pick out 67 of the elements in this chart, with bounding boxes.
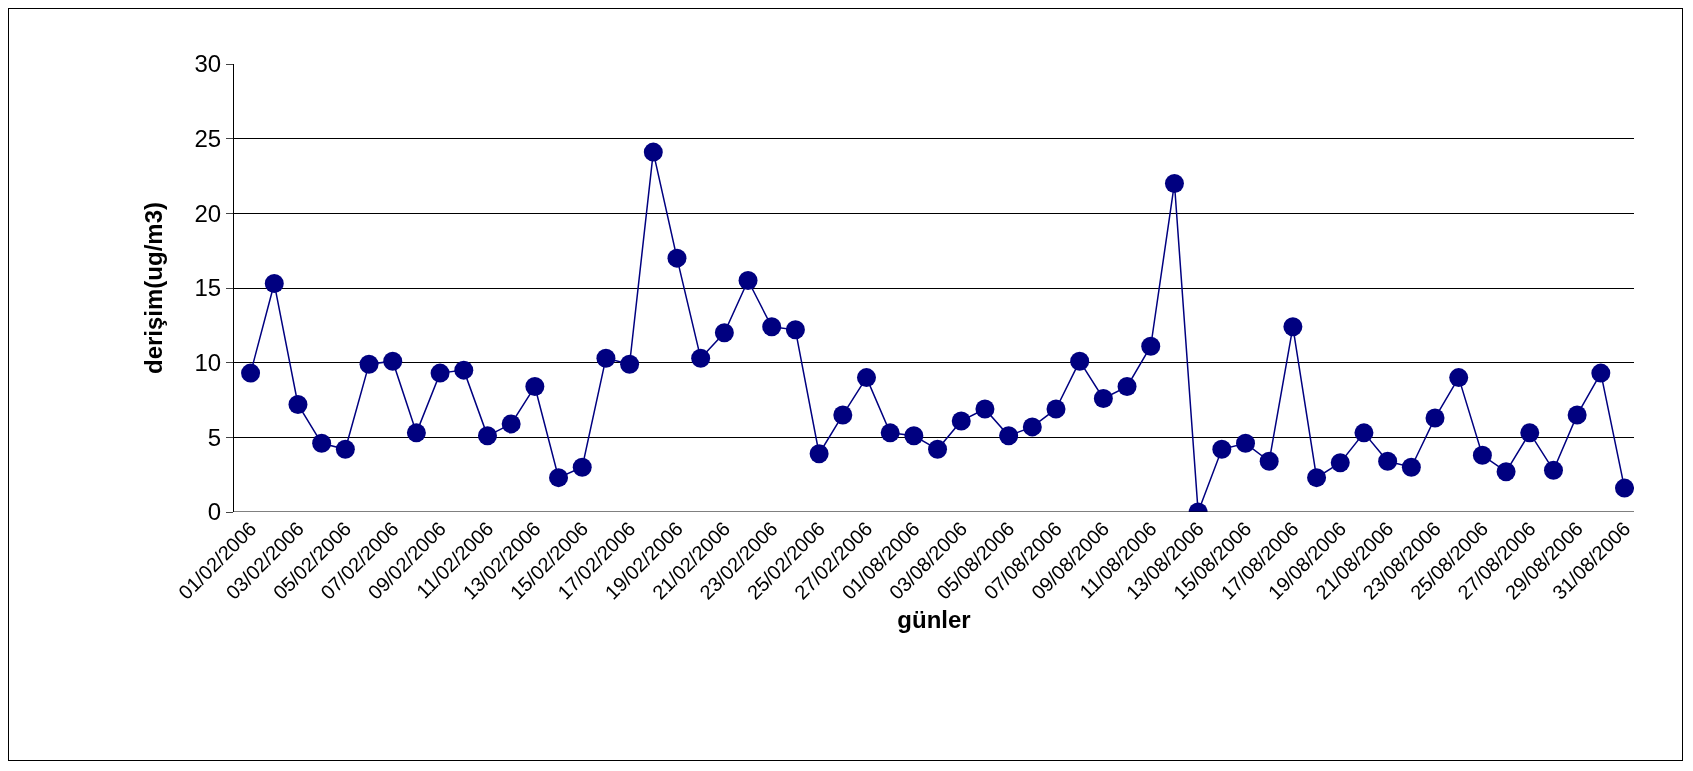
point <box>1449 368 1469 388</box>
point <box>1472 445 1492 465</box>
point <box>1496 462 1516 482</box>
point <box>454 360 474 380</box>
point <box>1070 351 1090 371</box>
point <box>1046 399 1066 419</box>
point <box>1022 417 1042 437</box>
point <box>1330 453 1350 473</box>
point <box>738 271 758 291</box>
point <box>430 363 450 383</box>
point <box>667 248 687 268</box>
point <box>288 394 308 414</box>
point <box>691 348 711 368</box>
point <box>1141 336 1161 356</box>
point <box>809 444 829 464</box>
y-tick-label: 30 <box>194 50 222 78</box>
point <box>999 426 1019 446</box>
point <box>1164 173 1184 193</box>
point <box>572 457 592 477</box>
x-axis-title: günler <box>897 605 971 633</box>
point <box>1567 405 1587 425</box>
point <box>596 348 616 368</box>
point <box>904 426 924 446</box>
point <box>1543 460 1563 480</box>
point <box>1093 389 1113 408</box>
point <box>525 377 545 397</box>
point <box>1307 468 1327 488</box>
y-tick-label: 20 <box>194 199 222 227</box>
y-tick-label: 10 <box>194 349 222 377</box>
y-tick-label: 15 <box>194 274 222 302</box>
point <box>1283 317 1303 337</box>
point <box>359 354 379 374</box>
point <box>1354 423 1374 443</box>
point <box>1212 439 1232 459</box>
point <box>549 468 569 488</box>
point <box>714 323 734 343</box>
y-tick-label: 0 <box>207 498 222 526</box>
point <box>1378 451 1398 471</box>
point <box>1401 457 1421 477</box>
point <box>1591 363 1611 383</box>
point <box>1236 433 1256 453</box>
point <box>1117 377 1137 397</box>
point <box>762 317 782 337</box>
y-tick-label: 25 <box>194 125 222 153</box>
point <box>643 142 663 162</box>
point <box>1259 451 1279 471</box>
point <box>335 439 355 459</box>
point <box>241 363 261 383</box>
point <box>951 411 971 431</box>
y-tick-label: 5 <box>207 423 222 451</box>
point <box>833 405 853 425</box>
point <box>477 426 497 446</box>
point <box>620 354 640 374</box>
point <box>1615 478 1634 498</box>
point <box>312 433 332 453</box>
point <box>880 423 900 443</box>
point <box>406 423 426 443</box>
point <box>785 320 805 340</box>
point <box>857 368 876 388</box>
point <box>501 414 521 434</box>
point <box>1520 423 1540 443</box>
point <box>1425 408 1445 428</box>
y-axis-title: derişim(ug/m3) <box>139 201 167 375</box>
point <box>383 351 403 371</box>
point <box>928 439 948 459</box>
point <box>264 274 284 294</box>
point <box>975 399 995 419</box>
